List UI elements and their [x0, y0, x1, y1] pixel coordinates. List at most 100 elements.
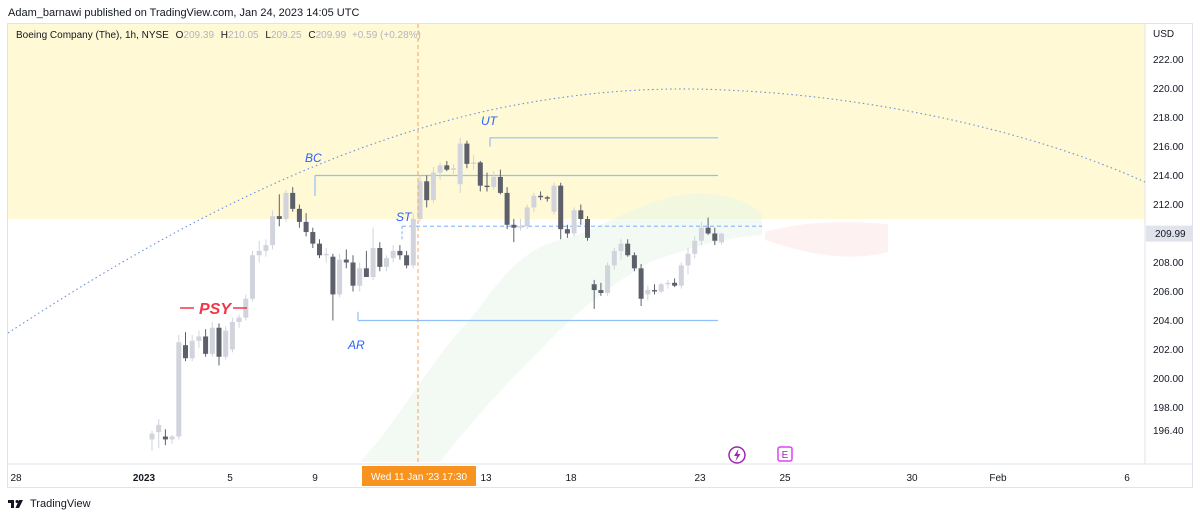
candle[interactable]: [625, 239, 631, 257]
candle[interactable]: [558, 182, 564, 240]
candle[interactable]: [564, 224, 570, 238]
candle[interactable]: [390, 245, 396, 263]
candle[interactable]: [424, 175, 430, 208]
candle[interactable]: [611, 248, 617, 270]
candle[interactable]: [283, 190, 289, 222]
candle[interactable]: [189, 335, 195, 362]
candle[interactable]: [357, 262, 363, 292]
candle[interactable]: [551, 182, 557, 215]
candle[interactable]: [156, 419, 162, 449]
candle[interactable]: [511, 219, 517, 243]
x-tick-label: 28: [10, 473, 22, 484]
candle[interactable]: [658, 282, 664, 293]
candle[interactable]: [638, 263, 644, 306]
candle[interactable]: [518, 219, 523, 231]
candle[interactable]: [705, 217, 711, 235]
lightning-icon[interactable]: [728, 446, 746, 464]
candle[interactable]: [605, 262, 611, 296]
candle[interactable]: [652, 284, 657, 295]
candle[interactable]: [323, 248, 329, 263]
dotted-arc: [7, 88, 1146, 334]
candle[interactable]: [645, 285, 651, 301]
candle[interactable]: [377, 242, 383, 272]
candle[interactable]: [296, 204, 302, 228]
candle[interactable]: [330, 253, 336, 321]
tradingview-logo-icon: [8, 500, 23, 508]
candle[interactable]: [310, 227, 316, 248]
candle[interactable]: [176, 335, 182, 440]
candle[interactable]: [209, 321, 215, 357]
candle[interactable]: [698, 221, 704, 246]
candle[interactable]: [404, 250, 410, 269]
candle[interactable]: [276, 194, 282, 227]
candle[interactable]: [363, 250, 369, 277]
candle[interactable]: [303, 213, 309, 237]
candle[interactable]: [491, 171, 497, 190]
candle[interactable]: [618, 239, 624, 260]
candle[interactable]: [719, 232, 724, 245]
candle[interactable]: [571, 207, 577, 237]
candle[interactable]: [410, 213, 416, 269]
candle[interactable]: [196, 330, 202, 349]
candle[interactable]: [578, 204, 584, 225]
candle[interactable]: [471, 155, 477, 170]
candle[interactable]: [538, 191, 544, 201]
candle[interactable]: [631, 252, 637, 272]
earnings-icon[interactable]: E: [777, 446, 793, 462]
candle[interactable]: [484, 172, 490, 192]
candle[interactable]: [317, 239, 322, 259]
candle[interactable]: [504, 187, 510, 230]
candle[interactable]: [162, 429, 168, 446]
candle[interactable]: [417, 175, 423, 222]
candle[interactable]: [290, 187, 296, 212]
candle[interactable]: [585, 216, 590, 241]
candle[interactable]: [370, 227, 376, 280]
candles[interactable]: [149, 137, 725, 451]
candle[interactable]: [477, 161, 483, 192]
candle[interactable]: [591, 279, 597, 309]
candle[interactable]: [437, 162, 443, 180]
candle[interactable]: [256, 240, 262, 263]
x-tick-label: 6: [1124, 473, 1130, 484]
time-axis[interactable]: 28 2023 5 9 13 18 23 25 30 Feb 6: [10, 473, 1130, 484]
price-axis[interactable]: USD 222.00 220.00 218.00 216.00 214.00 212.00…: [1153, 29, 1184, 437]
candle[interactable]: [544, 195, 550, 202]
y-tick-label: 202.00: [1153, 345, 1184, 356]
candle[interactable]: [203, 329, 209, 357]
candle[interactable]: [464, 140, 470, 169]
candle[interactable]: [692, 236, 698, 259]
candle[interactable]: [672, 278, 678, 288]
candle[interactable]: [223, 326, 229, 360]
candle[interactable]: [350, 255, 356, 292]
candle[interactable]: [263, 239, 269, 257]
candle[interactable]: [457, 137, 463, 193]
candle[interactable]: [337, 253, 343, 298]
candle[interactable]: [712, 227, 718, 246]
candle[interactable]: [531, 192, 537, 212]
candle[interactable]: [685, 248, 691, 275]
candle[interactable]: [397, 245, 403, 260]
candle[interactable]: [250, 250, 255, 302]
candle[interactable]: [343, 249, 349, 269]
candle[interactable]: [236, 314, 242, 328]
candle[interactable]: [149, 430, 155, 451]
low-label: L: [265, 30, 271, 41]
currency-label: USD: [1153, 29, 1174, 40]
candle[interactable]: [497, 169, 503, 195]
candle[interactable]: [444, 161, 450, 172]
candle[interactable]: [169, 435, 175, 444]
y-tick-label: 206.00: [1153, 287, 1184, 298]
candle[interactable]: [183, 332, 188, 362]
candle[interactable]: [678, 262, 684, 289]
candle[interactable]: [524, 204, 530, 230]
candle[interactable]: [270, 210, 276, 250]
candle[interactable]: [665, 279, 671, 289]
candle[interactable]: [598, 282, 604, 296]
candle[interactable]: [430, 166, 436, 204]
y-tick-label: 200.00: [1153, 374, 1184, 385]
candle[interactable]: [216, 323, 222, 366]
candle[interactable]: [451, 163, 456, 175]
candle[interactable]: [384, 255, 389, 272]
candle[interactable]: [229, 317, 235, 353]
